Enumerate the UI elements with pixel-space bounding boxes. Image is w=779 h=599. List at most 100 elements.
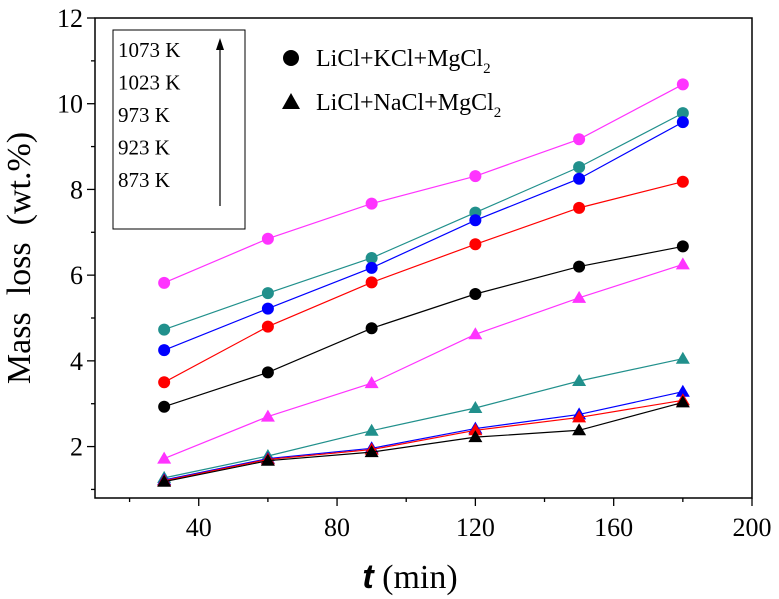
data-point-circle bbox=[469, 238, 482, 251]
x-tick-label: 200 bbox=[733, 513, 772, 542]
series-line bbox=[163, 245, 683, 408]
temperature-label: 1023 K bbox=[118, 71, 180, 95]
y-tick-labels: 2 4 6 8 10 12 bbox=[57, 4, 83, 462]
series-circle-1 bbox=[158, 107, 689, 336]
legend-label-circle: LiCl+KCl+MgCl2 bbox=[316, 46, 491, 77]
series-line bbox=[164, 391, 683, 481]
data-point-circle bbox=[365, 252, 378, 264]
y-tick-label: 6 bbox=[70, 261, 83, 290]
data-point-triangle bbox=[364, 423, 379, 436]
series-triangle-9 bbox=[157, 395, 690, 487]
legend-label-circle-main: LiCl+KCl+MgCl bbox=[316, 46, 483, 72]
data-point-circle bbox=[365, 276, 378, 289]
data-point-circle bbox=[261, 302, 274, 315]
data-point-triangle bbox=[364, 376, 379, 389]
series-line bbox=[163, 83, 684, 284]
data-point-circle bbox=[365, 322, 378, 335]
marker-legend: LiCl+KCl+MgCl2 LiCl+NaCl+MgCl2 bbox=[282, 46, 501, 121]
data-point-circle bbox=[573, 201, 586, 214]
series-group bbox=[157, 78, 690, 487]
data-point-triangle bbox=[364, 445, 379, 458]
legend-label-triangle: LiCl+NaCl+MgCl2 bbox=[316, 90, 501, 121]
data-point-triangle bbox=[572, 374, 587, 386]
legend-circle-marker bbox=[283, 50, 299, 66]
data-point-triangle bbox=[157, 474, 172, 487]
data-point-circle bbox=[261, 232, 274, 245]
data-point-circle bbox=[261, 320, 274, 333]
x-axis-title: t (min) bbox=[362, 558, 457, 596]
data-point-circle bbox=[573, 161, 586, 174]
data-point-triangle bbox=[157, 451, 172, 464]
series-line bbox=[164, 358, 683, 479]
data-point-circle bbox=[676, 107, 689, 120]
series-circle-4 bbox=[158, 240, 689, 413]
series-triangle-7 bbox=[157, 384, 690, 485]
data-point-triangle bbox=[468, 327, 483, 340]
y-tick-label: 10 bbox=[57, 90, 83, 119]
data-point-circle bbox=[261, 366, 274, 379]
y-tick-label: 8 bbox=[70, 175, 83, 204]
series-line bbox=[163, 121, 684, 351]
x-tick-labels: 40 80 120 160 200 bbox=[186, 513, 772, 542]
data-point-circle bbox=[573, 260, 586, 273]
series-line bbox=[164, 399, 683, 482]
y-tick-label: 2 bbox=[70, 433, 83, 462]
plot-area bbox=[94, 17, 753, 499]
x-tick-label: 160 bbox=[594, 513, 633, 542]
data-point-triangle bbox=[675, 257, 690, 270]
data-point-triangle bbox=[675, 351, 690, 364]
legend-label-triangle-sub: 2 bbox=[494, 105, 502, 121]
data-point-circle bbox=[158, 376, 171, 389]
data-point-circle bbox=[158, 400, 171, 413]
data-point-circle bbox=[469, 170, 482, 183]
temperature-labels: 1073 K 1023 K 973 K 923 K 873 K bbox=[118, 38, 180, 192]
series-triangle-5 bbox=[157, 257, 690, 464]
series-line bbox=[163, 263, 684, 460]
data-point-triangle bbox=[675, 395, 690, 408]
data-point-triangle bbox=[572, 410, 587, 423]
data-point-triangle bbox=[675, 384, 690, 397]
data-point-circle bbox=[676, 116, 689, 129]
y-tick-label: 4 bbox=[70, 347, 83, 376]
data-point-triangle bbox=[468, 423, 483, 436]
x-tick-label: 40 bbox=[186, 513, 212, 542]
data-point-circle bbox=[573, 172, 586, 185]
data-point-triangle bbox=[260, 409, 275, 422]
data-point-triangle bbox=[468, 430, 483, 443]
temperature-label: 923 K bbox=[118, 136, 170, 160]
data-point-circle bbox=[676, 78, 689, 91]
data-point-circle bbox=[158, 344, 171, 357]
axis-ticks bbox=[87, 17, 753, 506]
data-point-circle bbox=[676, 240, 689, 253]
x-tick-label: 120 bbox=[456, 513, 495, 542]
temperature-legend-box: 1073 K 1023 K 973 K 923 K 873 K bbox=[112, 29, 246, 230]
series-circle-0 bbox=[158, 78, 689, 289]
data-point-circle bbox=[261, 287, 274, 300]
data-point-triangle bbox=[572, 423, 587, 436]
x-axis-title-variable: t bbox=[362, 558, 375, 596]
legend-item-circle: LiCl+KCl+MgCl2 bbox=[283, 46, 491, 77]
data-point-circle bbox=[676, 175, 689, 188]
legend-triangle-marker bbox=[282, 93, 300, 109]
series-circle-2 bbox=[158, 116, 689, 357]
x-tick-label: 80 bbox=[324, 513, 350, 542]
temperature-label: 873 K bbox=[118, 168, 170, 192]
data-point-triangle bbox=[260, 453, 275, 466]
y-axis-title: Mass loss (wt.%) bbox=[1, 132, 38, 384]
y-tick-label: 12 bbox=[57, 4, 83, 33]
data-point-circle bbox=[158, 323, 171, 336]
temperature-label: 1073 K bbox=[118, 38, 180, 62]
temperature-label: 973 K bbox=[118, 103, 170, 127]
x-axis-title-unit: (min) bbox=[374, 559, 458, 596]
data-point-circle bbox=[573, 133, 586, 146]
series-triangle-6 bbox=[157, 351, 690, 483]
legend-label-circle-sub: 2 bbox=[483, 61, 491, 77]
temperature-box-frame bbox=[112, 29, 246, 230]
data-point-circle bbox=[158, 276, 171, 289]
data-point-triangle bbox=[572, 290, 587, 303]
legend-item-triangle: LiCl+NaCl+MgCl2 bbox=[282, 90, 501, 121]
data-point-circle bbox=[365, 261, 378, 274]
legend-label-triangle-main: LiCl+NaCl+MgCl bbox=[316, 90, 494, 116]
data-point-circle bbox=[469, 214, 482, 227]
